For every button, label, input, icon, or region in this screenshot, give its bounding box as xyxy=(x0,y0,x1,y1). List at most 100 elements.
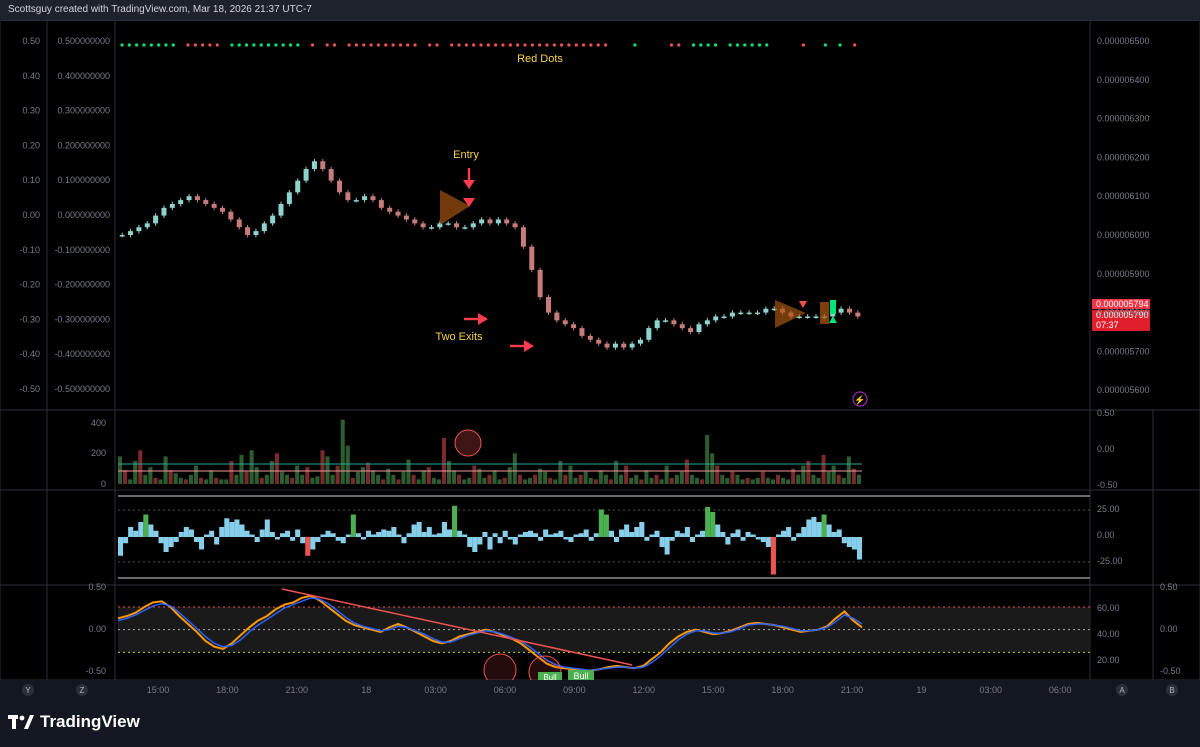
volume-bar xyxy=(229,461,234,484)
histogram-bar xyxy=(254,537,260,542)
candle-body xyxy=(629,343,635,348)
candle-body xyxy=(830,312,836,317)
histogram-bar xyxy=(472,537,478,552)
footer: TradingView xyxy=(0,700,1200,747)
histogram-bar xyxy=(305,537,311,556)
volume-bar xyxy=(249,450,254,484)
candle-body xyxy=(420,223,426,228)
signal-dot xyxy=(347,43,351,47)
candle-body xyxy=(771,308,777,311)
candle-body xyxy=(345,192,351,201)
candle-body xyxy=(646,328,652,340)
candle-body xyxy=(136,227,142,232)
time-tick-label: 12:00 xyxy=(633,685,656,695)
volume-bar xyxy=(467,477,472,484)
volume-bar xyxy=(654,474,659,484)
price-label-bg-1 xyxy=(1092,299,1150,309)
histogram-bar xyxy=(700,530,706,537)
signal-dot xyxy=(288,43,293,47)
volume-bar xyxy=(462,479,467,484)
signal-dot xyxy=(589,43,593,47)
volume-bar xyxy=(401,471,406,484)
stoch-right-outer-tick: -0.50 xyxy=(1160,666,1181,676)
volume-bar xyxy=(705,434,710,484)
volume-pane[interactable] xyxy=(118,419,862,484)
axis-corner-button xyxy=(1116,684,1128,696)
candle-body xyxy=(270,215,276,224)
histogram-bar xyxy=(563,537,569,540)
histogram-bar xyxy=(684,527,690,537)
candle-body xyxy=(813,316,819,318)
candle-body xyxy=(612,343,618,348)
histogram-bar xyxy=(836,529,842,537)
histogram-bar xyxy=(401,537,407,544)
histogram-bar xyxy=(457,530,463,537)
volume-bar xyxy=(300,474,305,484)
histogram-bar xyxy=(694,534,701,537)
header-bar: Scottsguy created with TradingView.com, … xyxy=(0,0,1200,21)
histogram-bar xyxy=(679,533,685,537)
signal-dot xyxy=(157,43,161,47)
volume-bar xyxy=(710,453,715,484)
histogram-bar xyxy=(153,530,159,537)
histogram-bar xyxy=(598,509,604,537)
candle-body xyxy=(688,328,694,332)
volume-bar xyxy=(563,474,568,484)
signal-dot xyxy=(838,43,842,47)
histogram-bar xyxy=(224,518,230,537)
signal-dot xyxy=(369,43,373,47)
volume-bar xyxy=(173,473,178,484)
volume-bar xyxy=(279,471,285,484)
candle-body xyxy=(437,223,443,228)
signal-dot xyxy=(691,43,696,47)
volume-bar xyxy=(431,477,436,484)
volume-bar xyxy=(285,474,290,484)
histogram-bar xyxy=(614,537,620,542)
volume-left-tick: 400 xyxy=(91,418,106,428)
histogram-bar xyxy=(593,533,599,537)
signal-dot xyxy=(428,43,432,47)
time-tick-label: 03:00 xyxy=(424,685,447,695)
time-tick-label: 18 xyxy=(361,685,371,695)
histogram-pane[interactable] xyxy=(118,495,1090,579)
signal-dot xyxy=(479,43,483,47)
signal-dot xyxy=(149,43,153,47)
candle-body xyxy=(546,297,552,313)
main-inner-tick-label: 0.000000000 xyxy=(57,210,110,220)
signal-dot xyxy=(574,43,578,47)
signal-dot xyxy=(391,43,395,47)
candle-body xyxy=(395,211,401,216)
volume-bar xyxy=(330,474,335,484)
histogram-bar xyxy=(755,537,761,540)
signal-dot xyxy=(171,43,175,47)
volume-right-tick: 0.00 xyxy=(1097,444,1115,454)
signal-dot xyxy=(281,43,285,47)
volume-bar xyxy=(856,474,861,484)
volume-bar xyxy=(345,445,350,484)
histogram-bar xyxy=(411,524,417,537)
volume-bar xyxy=(801,465,806,484)
volume-bar xyxy=(715,465,720,484)
volume-right-tick: 0.50 xyxy=(1097,408,1115,418)
hist-right-tick: 25.00 xyxy=(1097,504,1120,514)
time-tick-label: 03:00 xyxy=(980,685,1003,695)
main-inner-tick-label: 0.500000000 xyxy=(57,36,110,46)
time-tick-label: 15:00 xyxy=(702,685,725,695)
volume-bar xyxy=(522,479,527,484)
signal-dot xyxy=(765,43,769,47)
stochastic-pane[interactable]: Bull Bull xyxy=(117,588,1090,689)
volume-bar xyxy=(644,470,649,484)
volume-bar xyxy=(457,474,462,484)
histogram-bar xyxy=(477,537,483,545)
axis-corner-button xyxy=(22,684,34,696)
histogram-bar xyxy=(527,530,534,537)
signal-dot xyxy=(538,43,542,47)
volume-bar xyxy=(593,479,598,484)
time-axis[interactable]: 15:00 18:00 21:00 18 03:00 06:00 09:00 12:00 15:… xyxy=(0,680,1200,700)
price-label-3: 07:37 xyxy=(1096,320,1119,330)
histogram-bar xyxy=(765,537,771,547)
volume-bar xyxy=(340,419,345,484)
histogram-bar xyxy=(487,537,493,550)
